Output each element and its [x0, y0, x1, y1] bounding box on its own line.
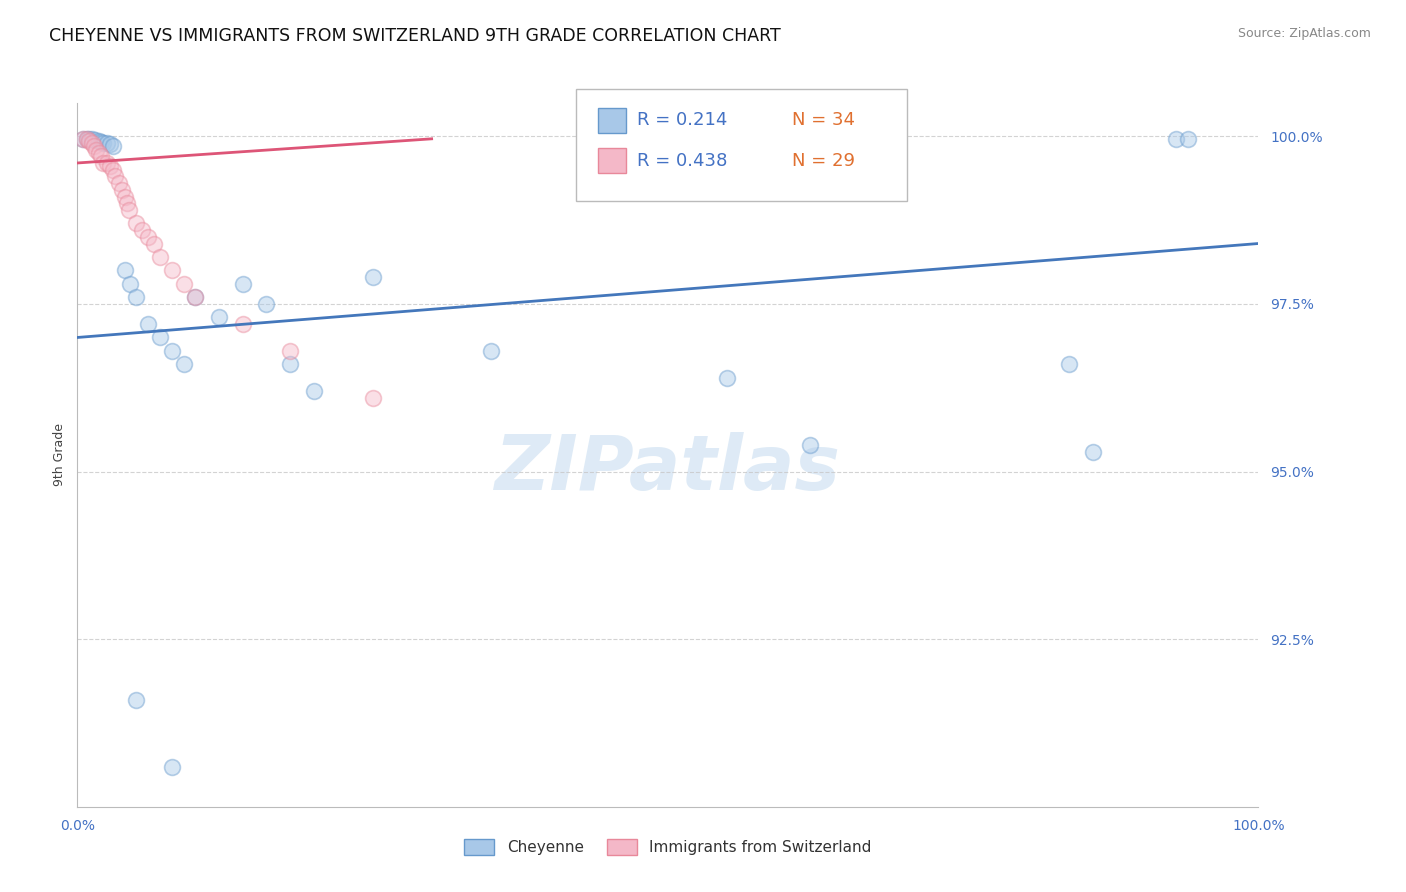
Point [96, 156, 118, 170]
Point [173, 357, 195, 371]
Point [232, 317, 254, 331]
Point [83, 139, 105, 153]
Point [143, 236, 166, 251]
Point [254, 297, 277, 311]
Point [101, 139, 124, 153]
Point [114, 263, 136, 277]
Text: Source: ZipAtlas.com: Source: ZipAtlas.com [1237, 27, 1371, 40]
Point [1164, 132, 1187, 146]
Point [361, 391, 384, 405]
Point [107, 176, 129, 190]
Point [232, 277, 254, 291]
Point [72, 132, 94, 146]
Text: R = 0.438: R = 0.438 [637, 152, 727, 169]
Point [278, 357, 301, 371]
Point [1081, 444, 1104, 458]
Point [1059, 357, 1081, 371]
Point [80, 136, 103, 150]
Point [100, 159, 122, 173]
Text: ZIPatlas: ZIPatlas [495, 432, 841, 506]
Point [91, 156, 114, 170]
Point [208, 310, 231, 325]
Point [149, 250, 172, 264]
Point [80, 132, 103, 146]
Point [84, 143, 107, 157]
Point [96, 136, 118, 150]
Point [90, 149, 112, 163]
Point [77, 134, 100, 148]
Point [87, 134, 110, 148]
Text: R = 0.214: R = 0.214 [637, 112, 727, 129]
Point [125, 290, 148, 304]
Point [76, 132, 98, 146]
Point [160, 263, 183, 277]
Point [120, 277, 142, 291]
Point [160, 343, 183, 358]
Point [1177, 132, 1199, 146]
Point [104, 169, 127, 184]
Point [87, 145, 110, 160]
Point [136, 317, 159, 331]
Point [125, 693, 148, 707]
Point [160, 760, 183, 774]
Point [799, 438, 821, 452]
Point [131, 223, 153, 237]
Point [84, 133, 107, 147]
Point [77, 132, 100, 146]
Point [278, 343, 301, 358]
Point [184, 290, 207, 304]
Point [479, 343, 502, 358]
Point [72, 132, 94, 146]
Point [118, 202, 141, 217]
Point [173, 277, 195, 291]
Point [115, 196, 138, 211]
Point [149, 330, 172, 344]
Point [361, 270, 384, 285]
Point [100, 137, 122, 152]
Text: CHEYENNE VS IMMIGRANTS FROM SWITZERLAND 9TH GRADE CORRELATION CHART: CHEYENNE VS IMMIGRANTS FROM SWITZERLAND … [49, 27, 780, 45]
Point [136, 229, 159, 244]
Y-axis label: 9th Grade: 9th Grade [53, 424, 66, 486]
Point [101, 162, 124, 177]
Point [114, 189, 136, 203]
Point [125, 216, 148, 230]
Legend: Cheyenne, Immigrants from Switzerland: Cheyenne, Immigrants from Switzerland [457, 831, 879, 863]
Point [302, 384, 325, 399]
Point [76, 132, 98, 146]
Point [91, 136, 114, 150]
Point [90, 135, 112, 149]
Point [184, 290, 207, 304]
Text: N = 34: N = 34 [792, 112, 855, 129]
Text: N = 29: N = 29 [792, 152, 855, 169]
Point [716, 370, 738, 384]
Point [111, 183, 134, 197]
